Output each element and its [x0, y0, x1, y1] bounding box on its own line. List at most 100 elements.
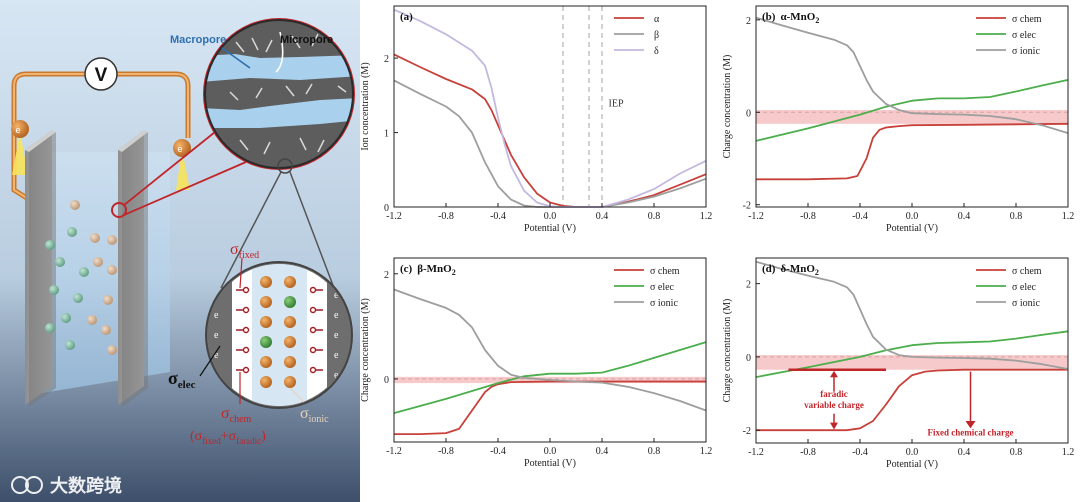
surface-groups-left: [236, 286, 250, 374]
panel-title-text: β-MnO: [417, 263, 452, 275]
voltmeter: V: [84, 57, 118, 91]
watermark-text: 大数跨境: [50, 475, 122, 496]
y-axis-label: Charge concentration (M): [722, 55, 733, 159]
panel-title: (b) α-MnO2: [762, 11, 819, 25]
y-tick-label: 2: [384, 54, 389, 65]
legend-label: σ chem: [650, 266, 680, 277]
svg-text:e: e: [334, 370, 339, 381]
legend-label: α: [654, 14, 660, 25]
legend-label: β: [654, 30, 659, 41]
sigma-fixed-label: σfixed: [230, 241, 259, 289]
svg-text:e: e: [334, 350, 339, 361]
ions: [45, 200, 117, 355]
x-tick-label: -1.2: [748, 211, 764, 222]
x-tick-label: -0.8: [800, 447, 816, 458]
x-axis-label: Potential (V): [886, 223, 938, 234]
y-tick-label: 0: [384, 375, 389, 386]
y-axis-label: Charge concentration (M): [360, 298, 371, 402]
electron-right: e: [173, 139, 191, 190]
electrode-left: [25, 130, 56, 407]
series-line: [755, 16, 1069, 134]
chart-annotation: Fixed chemical charge: [928, 428, 1014, 438]
x-tick-label: 0.8: [1010, 447, 1023, 458]
x-tick-label: -0.4: [852, 211, 868, 222]
x-tick-label: 0.4: [596, 446, 609, 457]
svg-text:σelec: σelec: [168, 368, 196, 391]
panel-title-text: α-MnO: [780, 11, 815, 23]
panel-title-sub: 2: [452, 268, 456, 277]
series-line: [756, 122, 1069, 181]
x-tick-label: 0.4: [958, 447, 971, 458]
panel-title: (d) δ-MnO2: [762, 263, 819, 277]
voltmeter-label: V: [95, 65, 108, 86]
svg-text:σchem: σchem: [221, 405, 252, 425]
x-tick-label: 1.2: [1062, 447, 1075, 458]
x-tick-label: -1.2: [748, 447, 764, 458]
svg-text:e: e: [177, 144, 182, 154]
watermark: 大数跨境: [11, 475, 122, 496]
panel-label: (c): [400, 263, 413, 275]
x-tick-label: 0.4: [958, 211, 971, 222]
panel-title-sub: 2: [815, 16, 819, 25]
series-line: [755, 330, 1069, 378]
x-tick-label: 0.0: [544, 211, 557, 222]
legend-label: σ ionic: [1012, 298, 1040, 309]
y-tick-label: 0: [384, 203, 389, 214]
micropore-label: Micropore: [280, 34, 333, 46]
x-tick-label: -0.8: [438, 211, 454, 222]
sigma-ionic-label: σionic: [289, 387, 329, 425]
x-axis-label: Potential (V): [524, 458, 576, 469]
x-tick-label: 0.8: [648, 211, 661, 222]
svg-text:σfixed: σfixed: [230, 241, 259, 261]
x-tick-label: -0.4: [490, 446, 506, 457]
surface-groups-right: [309, 286, 323, 374]
svg-text:e: e: [214, 310, 219, 321]
x-tick-label: 0.4: [596, 211, 609, 222]
iep-annotation: IEP: [609, 99, 624, 110]
x-tick-label: -0.8: [438, 446, 454, 457]
y-tick-label: -2: [743, 201, 751, 212]
x-tick-label: 0.0: [906, 211, 919, 222]
svg-text:e: e: [214, 330, 219, 341]
series-line: [393, 288, 707, 412]
svg-text:e: e: [15, 125, 20, 135]
legend-label: σ chem: [1012, 266, 1042, 277]
zoom-spot: [111, 202, 127, 218]
panel-label: (a): [400, 11, 413, 23]
series-line: [393, 8, 707, 208]
legend-label: δ: [654, 46, 659, 57]
panel-title: (a): [400, 11, 413, 23]
series-line: [393, 53, 707, 208]
pore-zoom: Macropore Micropore: [170, 18, 355, 174]
pore-ions: [260, 276, 296, 388]
arrow-down-head: [830, 422, 838, 430]
y-tick-label: 2: [746, 280, 751, 291]
x-tick-label: -0.4: [490, 211, 506, 222]
legend-label: σ elec: [650, 282, 675, 293]
electrons-right: e e e e e: [334, 290, 339, 381]
x-axis-label: Potential (V): [524, 223, 576, 234]
svg-text:e: e: [334, 310, 339, 321]
svg-text:e: e: [334, 290, 339, 301]
series-line: [393, 79, 707, 208]
chart-a: -1.2 -0.8 -0.4 0.0 0.4 0.8 1.2 0 1 2 Potential (V)…: [360, 5, 712, 234]
legend-label: σ chem: [1012, 14, 1042, 25]
sigma-elec-label: σelec: [168, 345, 221, 391]
y-tick-label: 1: [384, 129, 389, 140]
series-line: [756, 368, 1068, 432]
circuit-wire-inner: [13, 73, 189, 206]
svg-text:e: e: [334, 330, 339, 341]
chart-d: -1.2 -0.8 -0.4 0.0 0.4 0.8 1.2 -2 0 2 Potential (V…: [722, 257, 1075, 470]
x-tick-label: 0.8: [648, 446, 661, 457]
sigma-chem-label: σchem (σfixed+σfaradic): [190, 372, 266, 446]
x-axis-label: Potential (V): [886, 459, 938, 470]
y-tick-label: 0: [746, 108, 751, 119]
legend-label: σ elec: [1012, 282, 1037, 293]
y-axis-label: Charge concentration (M): [722, 299, 733, 403]
series-line: [755, 260, 1069, 370]
x-tick-label: -1.2: [386, 211, 402, 222]
series-line: [755, 79, 1069, 142]
charge-band: [756, 109, 1068, 124]
x-tick-label: 1.2: [700, 446, 713, 457]
